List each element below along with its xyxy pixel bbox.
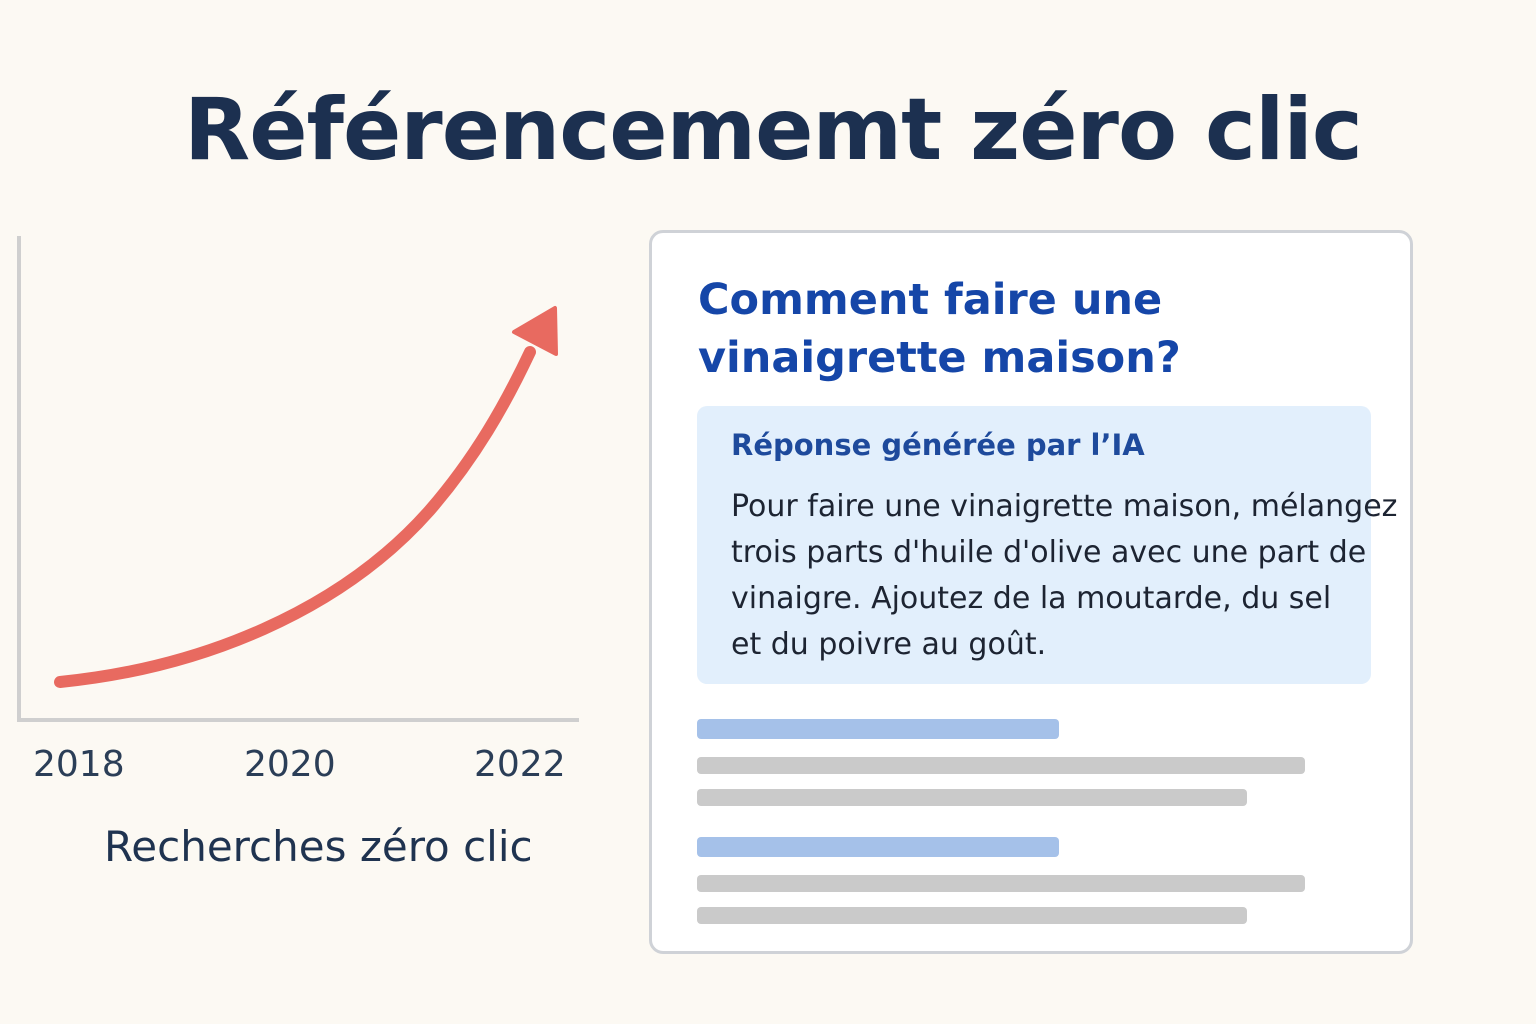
result-link-placeholder[interactable] (697, 837, 1059, 857)
trend-arrow-line (54, 346, 536, 688)
page-title: Référencememt zéro clic (184, 80, 1363, 180)
trend-arrowhead-icon (512, 306, 558, 356)
trend-chart (17, 236, 579, 722)
x-tick-2018: 2018 (33, 744, 125, 785)
ai-answer-line: et du poivre au goût. (731, 627, 1047, 662)
result-snippet-placeholder (697, 875, 1305, 892)
x-tick-2020: 2020 (244, 744, 336, 785)
ai-answer-label: Réponse générée par l’IA (731, 428, 1145, 462)
search-question-line: Comment faire une (698, 275, 1163, 325)
chart-caption: Recherches zéro clic (104, 822, 533, 871)
search-result-card: Comment faire une vinaigrette maison? Ré… (649, 230, 1413, 954)
result-snippet-placeholder (697, 757, 1305, 774)
ai-answer-line: vinaigre. Ajoutez de la moutarde, du sel (731, 581, 1332, 616)
ai-answer-line: trois parts d'huile d'olive avec une par… (731, 535, 1367, 570)
result-link-placeholder[interactable] (697, 719, 1059, 739)
result-snippet-placeholder (697, 907, 1247, 924)
x-tick-2022: 2022 (474, 744, 566, 785)
ai-answer-line: Pour faire une vinaigrette maison, mélan… (731, 489, 1398, 524)
ai-answer-box: Réponse générée par l’IA Pour faire une … (697, 406, 1398, 684)
search-question-line: vinaigrette maison? (698, 333, 1181, 383)
ai-answer-text: Pour faire une vinaigrette maison, mélan… (731, 484, 1398, 668)
search-question: Comment faire une vinaigrette maison? (698, 271, 1338, 387)
result-snippet-placeholder (697, 789, 1247, 806)
